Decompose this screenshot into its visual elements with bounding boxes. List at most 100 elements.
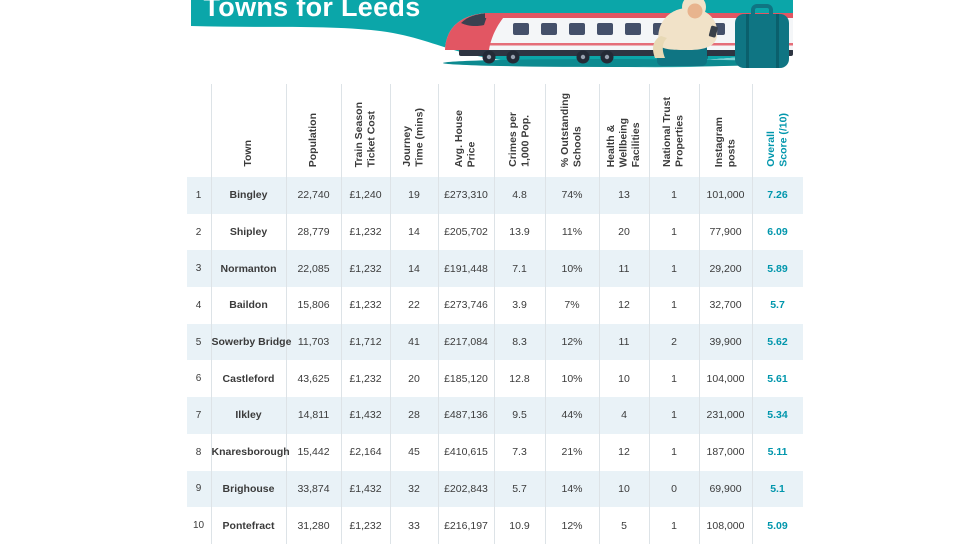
column-header-score: Overall Score (/10) — [751, 84, 803, 177]
cell-house: £185,120 — [437, 360, 494, 398]
cell-town: Sowerby Bridge — [210, 323, 291, 361]
table-row: 6 Castleford 43,625 £1,232 20 £185,120 12.8 10%… — [187, 360, 803, 398]
cell-score: 5.34 — [751, 397, 803, 434]
column-header-label: % Outstanding Schools — [559, 92, 584, 167]
column-header-schools: % Outstanding Schools — [544, 84, 599, 177]
cell-schools: 21% — [544, 433, 599, 471]
cell-crimes: 7.1 — [493, 250, 545, 288]
cell-ticket: £1,232 — [340, 507, 390, 544]
cell-ticket: £1,240 — [340, 177, 390, 214]
cell-rank: 9 — [195, 483, 202, 495]
cell-house: £191,448 — [437, 250, 494, 288]
cell-ticket: £2,164 — [340, 433, 390, 471]
column-header-journey: Journey Time (mins) — [389, 84, 438, 177]
table-row: 9 Brighouse 33,874 £1,432 32 £202,843 5.7 14% 10… — [186, 470, 803, 508]
cell-health: 10 — [598, 470, 649, 508]
cell-instagram: 39,900 — [698, 323, 752, 361]
cell-health: 10 — [598, 360, 649, 398]
cell-health: 5 — [598, 507, 649, 544]
cell-journey: 41 — [389, 323, 438, 361]
column-header-trust: National Trust Properties — [648, 84, 699, 177]
cell-health: 4 — [598, 397, 649, 434]
cell-town: Shipley — [210, 213, 286, 251]
cell-schools: 14% — [544, 470, 599, 508]
cell-instagram: 29,200 — [698, 250, 752, 288]
cell-health: 11 — [598, 250, 649, 288]
cell-house: £205,702 — [437, 213, 494, 251]
header-banner: Towns for Leeds — [190, 0, 793, 68]
cell-crimes: 13.9 — [493, 213, 545, 251]
page-title: Towns for Leeds — [203, 0, 421, 22]
cell-population: 14,811 — [285, 397, 341, 434]
cell-population: 28,779 — [285, 213, 341, 251]
cell-health: 12 — [598, 433, 649, 471]
cell-rank: 6 — [195, 373, 202, 385]
cell-ticket: £1,432 — [340, 470, 390, 508]
column-header-house: Avg. House Price — [437, 84, 494, 177]
cell-journey: 22 — [389, 287, 438, 324]
cell-trust: 1 — [648, 507, 699, 544]
cell-house: £202,843 — [437, 470, 494, 508]
cell-journey: 28 — [389, 397, 438, 434]
column-header-instagram: Instagram posts — [698, 84, 752, 177]
cell-journey: 14 — [389, 213, 438, 251]
cell-health: 12 — [598, 287, 649, 324]
cell-journey: 45 — [389, 433, 438, 471]
table-row: 3 Normanton 22,085 £1,232 14 £191,448 7.1 10% 11… — [186, 250, 803, 288]
cell-score: 5.62 — [751, 323, 803, 361]
cell-rank: 5 — [195, 336, 202, 348]
cell-crimes: 3.9 — [493, 287, 545, 324]
column-header-population: Population — [285, 84, 341, 177]
cell-ticket: £1,232 — [340, 287, 390, 324]
infographic: Towns for Leeds Town Population Train Seas… — [186, 0, 803, 544]
cell-town: Brighouse — [210, 470, 286, 508]
cell-population: 11,703 — [285, 323, 341, 361]
cell-house: £487,136 — [437, 397, 494, 434]
cell-instagram: 231,000 — [698, 397, 752, 434]
cell-house: £273,746 — [437, 287, 494, 324]
cell-rank: 4 — [195, 299, 202, 311]
cell-schools: 44% — [544, 397, 599, 434]
cell-town: Ilkley — [210, 397, 286, 434]
cell-rank: 1 — [195, 189, 202, 201]
cell-town: Baildon — [210, 287, 286, 324]
cell-schools: 12% — [544, 507, 599, 544]
cell-population: 43,625 — [285, 360, 341, 398]
cell-crimes: 8.3 — [493, 323, 545, 361]
cell-population: 22,085 — [285, 250, 341, 288]
person-illustration — [652, 0, 718, 66]
cell-house: £273,310 — [437, 177, 494, 214]
cell-trust: 1 — [648, 177, 699, 214]
cell-trust: 1 — [648, 213, 699, 251]
column-header-town: Town — [210, 84, 286, 177]
column-header-label: Overall Score (/10) — [764, 113, 790, 167]
cell-trust: 1 — [648, 433, 699, 471]
cell-crimes: 10.9 — [493, 507, 545, 544]
cell-rank: 10 — [192, 520, 205, 532]
cell-crimes: 4.8 — [493, 177, 545, 214]
table-row: 7 Ilkley 14,811 £1,432 28 £487,136 9.5 44% 4 1 231… — [186, 397, 803, 434]
cell-score: 5.61 — [751, 360, 803, 398]
cell-schools: 7% — [544, 287, 599, 324]
column-header-label: Population — [307, 112, 320, 167]
cell-ticket: £1,232 — [340, 360, 390, 398]
towns-ranking-table: Town Population Train Season Ticket Cost Jo… — [186, 84, 803, 544]
cell-journey: 33 — [389, 507, 438, 544]
column-header-label: Avg. House Price — [453, 109, 478, 167]
cell-population: 15,806 — [285, 287, 341, 324]
cell-population: 31,280 — [285, 507, 341, 544]
suitcase-illustration — [734, 4, 789, 68]
cell-trust: 1 — [648, 287, 699, 324]
column-header-label: Train Season Ticket Cost — [352, 101, 378, 167]
cell-instagram: 32,700 — [698, 287, 752, 324]
cell-score: 5.89 — [751, 250, 803, 288]
cell-town: Normanton — [210, 250, 286, 288]
cell-ticket: £1,432 — [340, 397, 390, 434]
column-header-label: Health & Wellbeing Facilities — [605, 117, 643, 167]
cell-instagram: 108,000 — [698, 507, 752, 544]
table-header: Town Population Train Season Ticket Cost Jo… — [187, 84, 803, 177]
cell-score: 6.09 — [751, 213, 803, 251]
cell-house: £217,084 — [437, 323, 494, 361]
cell-instagram: 104,000 — [698, 360, 752, 398]
cell-house: £410,615 — [437, 433, 494, 471]
